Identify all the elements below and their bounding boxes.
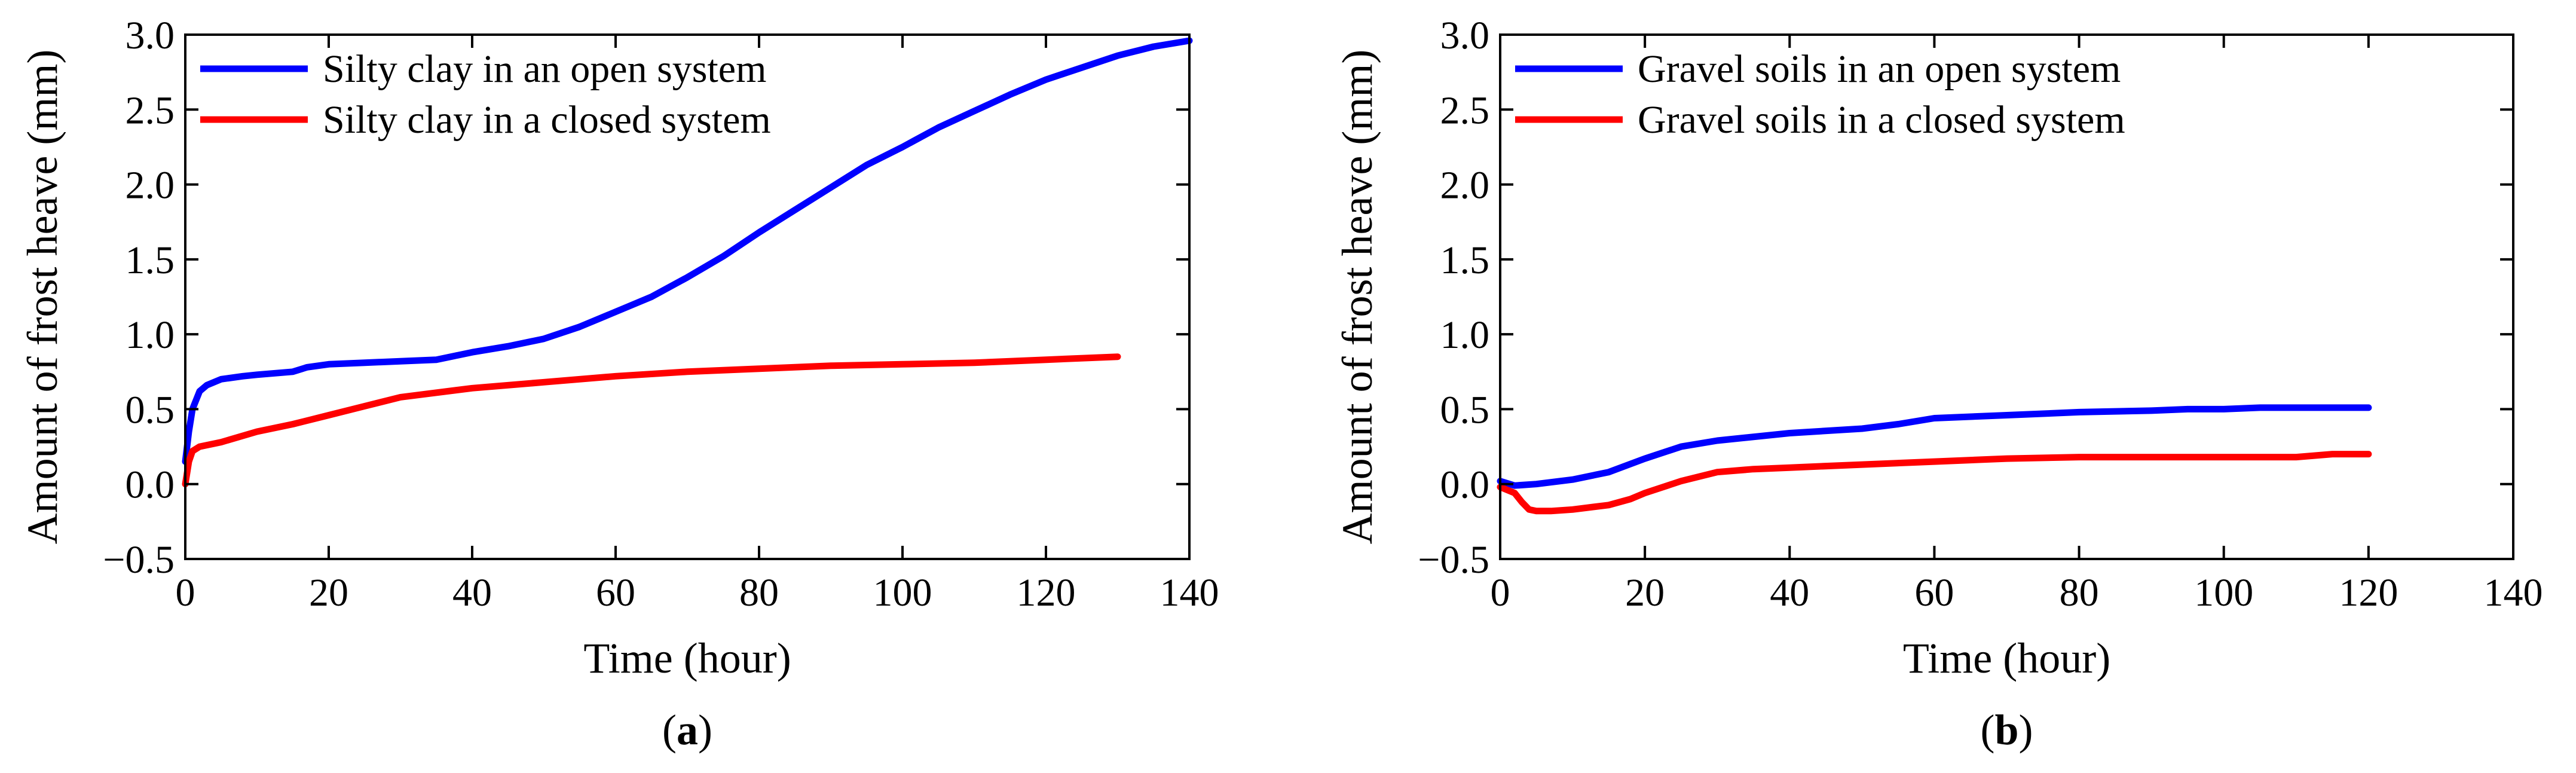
panel-a-y-tick-label: 2.5 bbox=[126, 88, 175, 132]
panel-a-x-tick-label: 80 bbox=[739, 571, 779, 615]
panel-a-y-tick-label: −0.5 bbox=[103, 538, 175, 582]
panel-a-x-tick-label: 100 bbox=[873, 571, 932, 615]
panel-a-y-axis-title: Amount of frost heave (mm) bbox=[19, 50, 66, 545]
panel-a-series-line-2 bbox=[182, 353, 1121, 488]
panel-b-y-tick-label: 1.0 bbox=[1440, 313, 1490, 357]
panel-a-x-tick-label: 120 bbox=[1017, 571, 1076, 615]
panel-a-x-tick-label: 40 bbox=[452, 571, 492, 615]
panel-a-y-tick-label: 0.0 bbox=[126, 463, 175, 507]
panel-b-series-line-2 bbox=[1497, 451, 2372, 515]
panel-b-x-tick-label: 100 bbox=[2194, 571, 2253, 615]
panel-a-y-tick-label: 3.0 bbox=[126, 14, 175, 57]
panel-b-plot-frame bbox=[1499, 33, 2514, 560]
panel-b-marks bbox=[1497, 404, 2372, 515]
panel-a-ticks: 0 20 40 60 80 100 120 140 −0.5 0.0 0.5 1.0 1.5 2.0 2.5… bbox=[103, 14, 1219, 615]
panel-b-y-tick-label: 3.0 bbox=[1440, 14, 1490, 57]
panel-a-x-tick-label: 0 bbox=[176, 571, 195, 615]
panel-a-x-tick-label: 140 bbox=[1160, 571, 1219, 615]
panel-b-x-tick-label: 120 bbox=[2339, 571, 2398, 615]
panel-b-y-tick-label: 2.5 bbox=[1440, 88, 1490, 132]
panel-b-caption: (b) bbox=[1980, 706, 2033, 754]
panel-b-y-tick-label: −0.5 bbox=[1418, 538, 1489, 582]
panel-b-y-axis-title: Amount of frost heave (mm) bbox=[1333, 50, 1381, 545]
panel-a-plot-frame bbox=[184, 33, 1191, 560]
panel-a-y-tick-label: 0.5 bbox=[126, 388, 175, 432]
panel-b-x-tick-label: 80 bbox=[2060, 571, 2099, 615]
panel-a-legend-label-2: Silty clay in a closed system bbox=[323, 98, 771, 142]
panel-b-y-tick-label: 2.0 bbox=[1440, 164, 1490, 207]
panel-a-caption: (a) bbox=[662, 706, 712, 754]
panel-b-x-tick-label: 0 bbox=[1491, 571, 1510, 615]
panel-a-x-axis-title: Time (hour) bbox=[583, 634, 791, 682]
panel-b-y-tick-label: 0.5 bbox=[1440, 388, 1490, 432]
panel-a-y-tick-label: 2.0 bbox=[126, 164, 175, 207]
panel-b: 0 20 40 60 80 100 120 140 −0.5 0.0 0.5 1.0 1.5 2.0 2.5… bbox=[1333, 14, 2543, 754]
panel-b-x-tick-label: 60 bbox=[1914, 571, 1954, 615]
panel-b-y-tick-label: 1.5 bbox=[1440, 239, 1490, 282]
panel-b-x-axis-title: Time (hour) bbox=[1903, 634, 2110, 682]
panel-b-y-tick-label: 0.0 bbox=[1440, 463, 1490, 507]
panel-a-series-line-1 bbox=[182, 37, 1193, 465]
panel-a-y-tick-label: 1.0 bbox=[126, 313, 175, 357]
panel-b-ticks: 0 20 40 60 80 100 120 140 −0.5 0.0 0.5 1.0 1.5 2.0 2.5… bbox=[1418, 14, 2543, 615]
panel-b-x-tick-label: 40 bbox=[1770, 571, 1809, 615]
panel-a-x-tick-label: 60 bbox=[596, 571, 635, 615]
panel-a-x-tick-label: 20 bbox=[309, 571, 348, 615]
panel-a-marks bbox=[182, 37, 1193, 488]
panel-b-series-line-1 bbox=[1497, 404, 2372, 489]
panel-a-legend-label-1: Silty clay in an open system bbox=[323, 47, 766, 91]
panel-a-legend: Silty clay in an open system Silty clay … bbox=[200, 47, 771, 142]
panel-b-x-tick-label: 20 bbox=[1625, 571, 1665, 615]
panel-b-x-tick-label: 140 bbox=[2484, 571, 2543, 615]
panel-b-legend: Gravel soils in an open system Gravel so… bbox=[1515, 47, 2125, 142]
panel-a: 0 20 40 60 80 100 120 140 −0.5 0.0 0.5 1.0 1.5 2.0 2.5… bbox=[19, 14, 1219, 754]
panel-b-legend-label-1: Gravel soils in an open system bbox=[1638, 47, 2121, 91]
panel-b-legend-label-2: Gravel soils in a closed system bbox=[1638, 98, 2125, 142]
panel-a-y-tick-label: 1.5 bbox=[126, 239, 175, 282]
